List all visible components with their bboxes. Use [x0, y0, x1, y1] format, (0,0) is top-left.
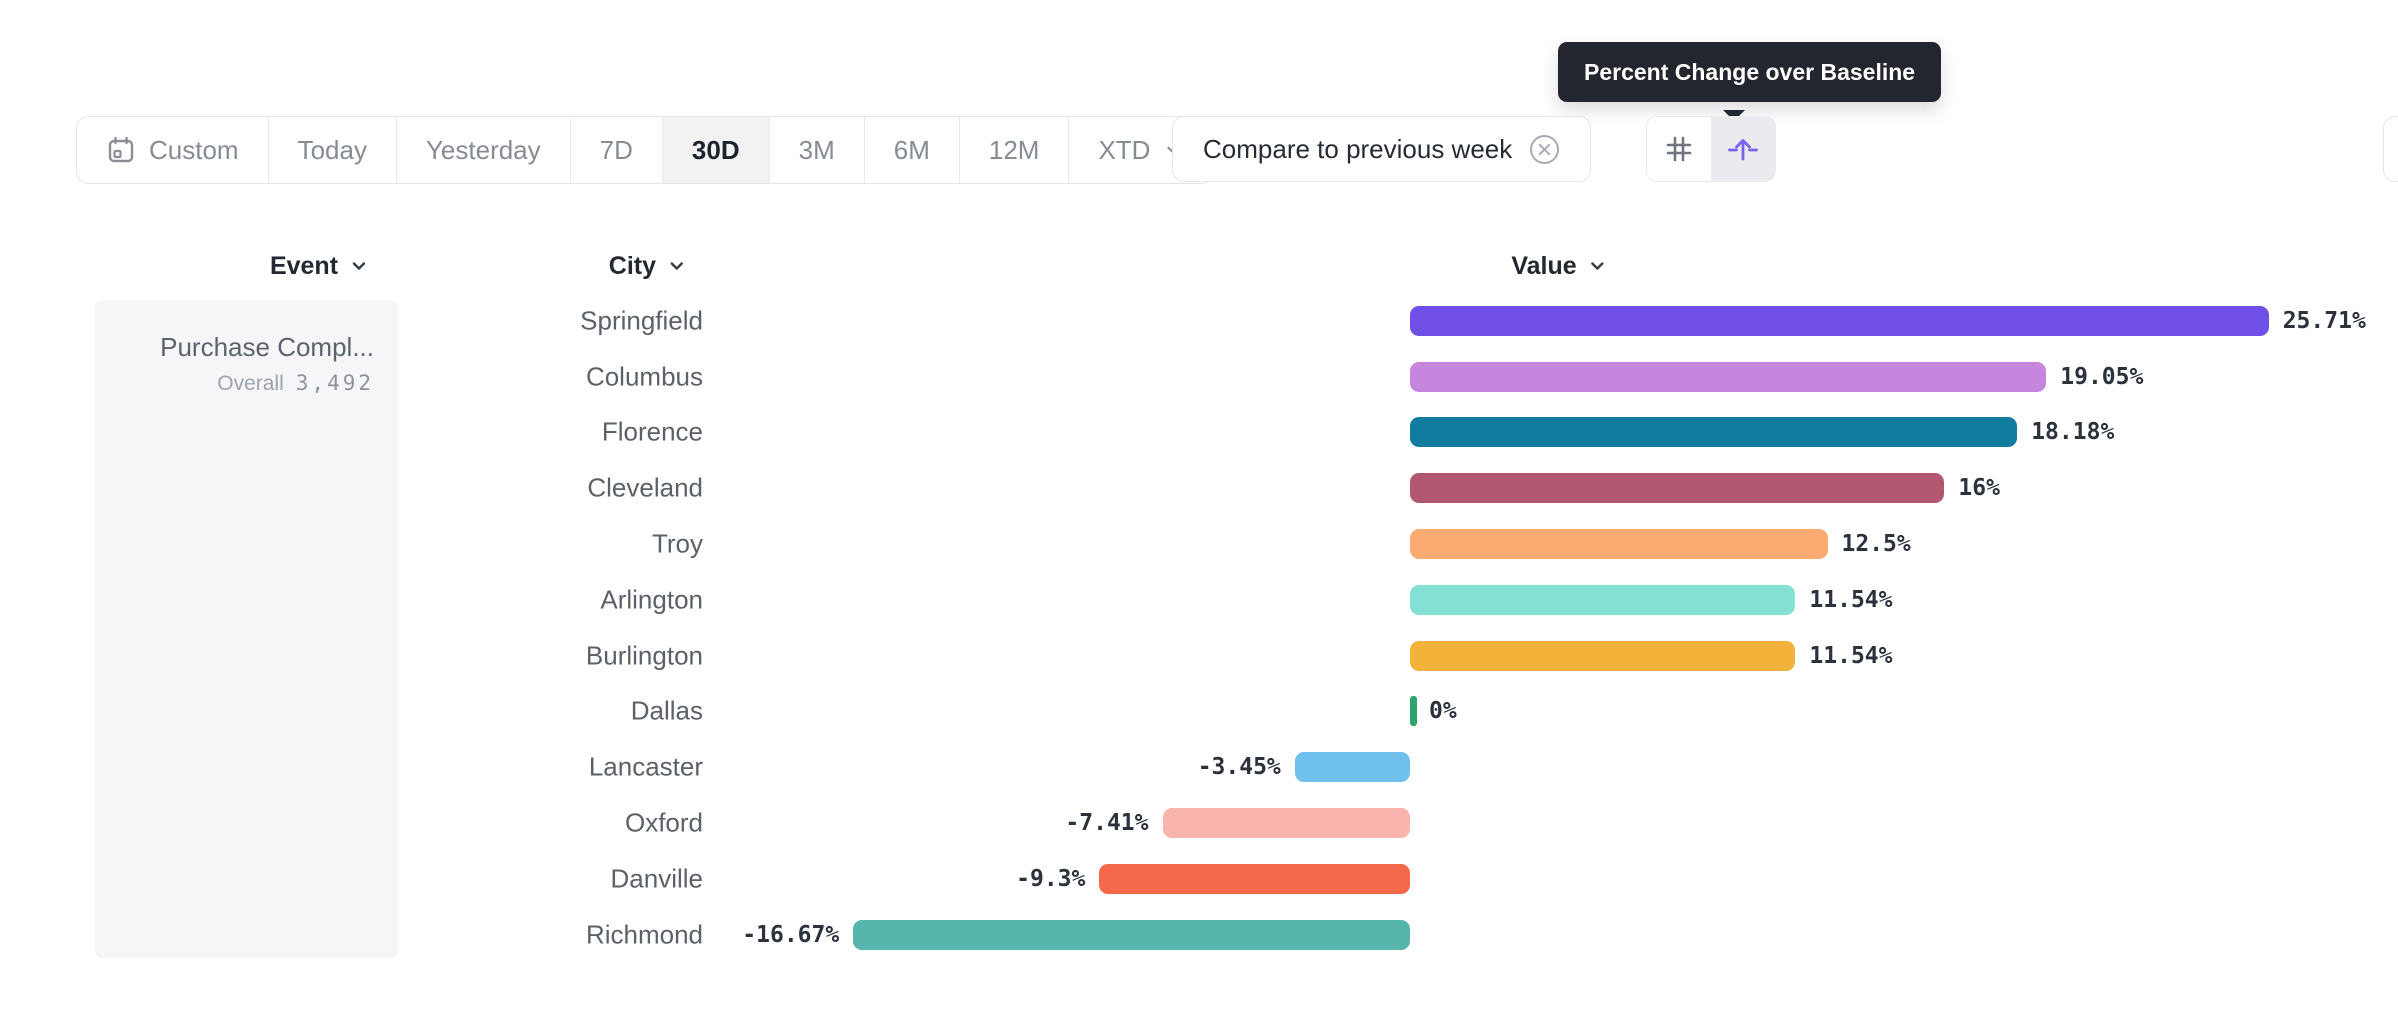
column-header-value[interactable]: Value: [1511, 246, 1608, 286]
tooltip: Percent Change over Baseline: [1558, 42, 1942, 121]
value-label: 11.54%: [1809, 586, 1893, 613]
compare-chip[interactable]: Compare to previous week: [1172, 116, 1592, 182]
tooltip-text: Percent Change over Baseline: [1584, 59, 1916, 85]
value-label: 25.71%: [2282, 307, 2366, 334]
table-row: Dallas 0%: [0, 684, 2398, 740]
table-row: Oxford -7.41%: [0, 795, 2398, 851]
city-label: Columbus: [585, 361, 703, 392]
overall-label: Overall: [217, 372, 284, 395]
city-label: Arlington: [600, 584, 703, 615]
value-bar[interactable]: [1099, 863, 1410, 894]
value-label: 16%: [1958, 475, 2000, 502]
grid-icon: [1663, 133, 1695, 165]
date-range-6m[interactable]: 6M: [865, 117, 960, 183]
value-bar[interactable]: [1410, 529, 1828, 560]
value-label: 18.18%: [2031, 419, 2115, 446]
value-label: 11.54%: [1809, 642, 1893, 669]
city-label: Dallas: [630, 695, 703, 726]
table-row: Lancaster -3.45%: [0, 739, 2398, 795]
value-bar[interactable]: [1410, 473, 1945, 504]
value-label: -16.67%: [742, 921, 840, 948]
chevron-down-icon: [1587, 255, 1609, 277]
city-label: Springfield: [580, 305, 703, 336]
grid-view-button[interactable]: [1647, 117, 1711, 181]
column-header-city-label: City: [608, 251, 656, 280]
column-header-value-label: Value: [1511, 251, 1577, 280]
table-row: Richmond -16.67%: [0, 907, 2398, 963]
value-bar[interactable]: [1410, 417, 2018, 448]
table-row: Florence 18.18%: [0, 405, 2398, 461]
date-range-12m[interactable]: 12M: [960, 117, 1070, 183]
table-row: Danville -9.3%: [0, 851, 2398, 907]
overall-value: 3,492: [295, 371, 374, 395]
value-label: 19.05%: [2060, 363, 2144, 390]
event-card[interactable]: Purchase Compl... Overall 3,492: [95, 300, 398, 958]
city-label: Danville: [610, 863, 704, 894]
column-header-city[interactable]: City: [609, 246, 688, 286]
value-label: -9.3%: [1016, 865, 1086, 892]
value-bar[interactable]: [1410, 696, 1417, 727]
date-range-selector: Custom Today Yesterday 7D 30D 3M 6M 12M XTD: [76, 116, 1214, 184]
date-range-today[interactable]: Today: [269, 117, 397, 183]
value-label: -7.41%: [1065, 810, 1149, 837]
date-range-yesterday[interactable]: Yesterday: [397, 117, 571, 183]
value-bar[interactable]: [1410, 640, 1796, 671]
value-bar[interactable]: [1410, 305, 2269, 336]
city-label: Troy: [651, 528, 703, 559]
date-range-3m[interactable]: 3M: [770, 117, 865, 183]
value-bar[interactable]: [1294, 752, 1410, 783]
table-row: Troy 12.5%: [0, 516, 2398, 572]
column-header-event[interactable]: Event: [270, 246, 370, 286]
column-header-event-label: Event: [269, 251, 339, 280]
city-label: Lancaster: [588, 751, 703, 782]
baseline-arrow-icon: [1726, 132, 1760, 166]
view-toggle-group: [1646, 116, 1776, 182]
bar-chart: Springfield 25.71% Columbus 19.05% Florence 1…: [0, 293, 2398, 963]
clipped-right-button[interactable]: [2383, 116, 2398, 182]
table-row: Burlington 11.54%: [0, 628, 2398, 684]
city-label: Cleveland: [587, 472, 703, 503]
calendar-icon: [106, 135, 136, 165]
value-bar[interactable]: [1162, 808, 1410, 839]
compare-chip-label: Compare to previous week: [1203, 133, 1513, 164]
table-row: Arlington 11.54%: [0, 572, 2398, 628]
x-circle-icon[interactable]: [1529, 134, 1560, 165]
percent-change-view-button[interactable]: [1711, 117, 1775, 181]
date-range-30d[interactable]: 30D: [662, 117, 770, 183]
city-label: Richmond: [585, 919, 703, 950]
city-label: Florence: [601, 416, 703, 447]
event-name: Purchase Compl...: [160, 332, 374, 362]
value-bar[interactable]: [1410, 361, 2047, 392]
date-range-7d[interactable]: 7D: [571, 117, 663, 183]
chevron-down-icon: [666, 255, 688, 277]
toolbar: Custom Today Yesterday 7D 30D 3M 6M 12M XTD Comp…: [0, 116, 2398, 184]
city-label: Oxford: [624, 807, 703, 838]
value-label: 12.5%: [1841, 531, 1911, 558]
table-row: Cleveland 16%: [0, 460, 2398, 516]
chevron-down-icon: [348, 255, 370, 277]
date-range-custom[interactable]: Custom: [77, 117, 269, 183]
event-overall: Overall 3,492: [111, 371, 374, 396]
value-bar[interactable]: [853, 919, 1410, 950]
value-bar[interactable]: [1410, 584, 1796, 615]
table-row: Columbus 19.05%: [0, 349, 2398, 405]
value-label: 0%: [1429, 698, 1457, 725]
value-label: -3.45%: [1197, 754, 1281, 781]
city-label: Burlington: [585, 640, 703, 671]
table-row: Springfield 25.71%: [0, 293, 2398, 349]
